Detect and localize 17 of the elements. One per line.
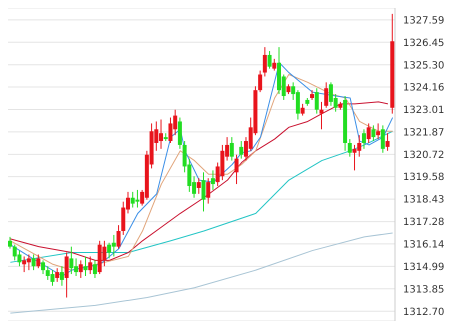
y-tick-label: 1323.01 bbox=[403, 105, 444, 116]
line-series bbox=[10, 130, 394, 263]
line-series bbox=[10, 232, 394, 314]
y-tick-label: 1325.30 bbox=[403, 60, 444, 72]
y-tick-label: 1326.45 bbox=[403, 38, 444, 49]
y-tick-label: 1318.43 bbox=[403, 194, 444, 206]
line-series bbox=[10, 101, 388, 261]
y-tick-label: 1314.99 bbox=[403, 262, 444, 273]
y-tick-label: 1317.28 bbox=[403, 217, 444, 228]
y-tick-label: 1316.14 bbox=[403, 239, 444, 250]
y-tick-label: 1321.87 bbox=[403, 127, 444, 138]
y-tick-label: 1324.16 bbox=[403, 82, 444, 94]
y-tick-label: 1327.59 bbox=[403, 15, 444, 26]
y-tick-label: 1319.58 bbox=[403, 172, 444, 184]
y-tick-label: 1313.85 bbox=[403, 284, 444, 296]
y-tick-label: 1312.70 bbox=[403, 306, 444, 318]
y-tick-label: 1320.72 bbox=[403, 150, 444, 161]
